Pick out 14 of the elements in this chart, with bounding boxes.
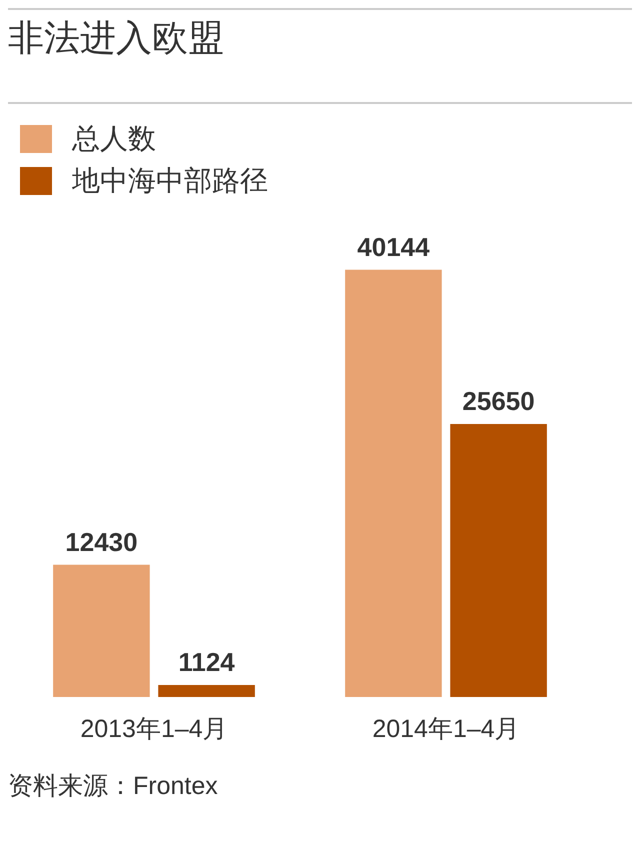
bar: [345, 270, 442, 697]
bar: [158, 685, 255, 697]
text: 资料来源：Frontex: [8, 771, 219, 802]
data-label: 1124: [178, 647, 236, 678]
data-label: 40144: [357, 232, 430, 262]
x-tick-label: 2014年1–4月: [372, 714, 520, 743]
data-label: 25650: [462, 386, 535, 416]
data-label: 12430: [65, 526, 138, 557]
chart-title: 非法进入欧盟: [8, 16, 225, 60]
x-tick-label: 2013年1–4月: [80, 714, 228, 743]
bar: [53, 564, 150, 697]
bar: [450, 424, 547, 697]
legend-label: 地中海中部路径: [72, 164, 268, 198]
legend-label: 总人数: [72, 122, 156, 156]
